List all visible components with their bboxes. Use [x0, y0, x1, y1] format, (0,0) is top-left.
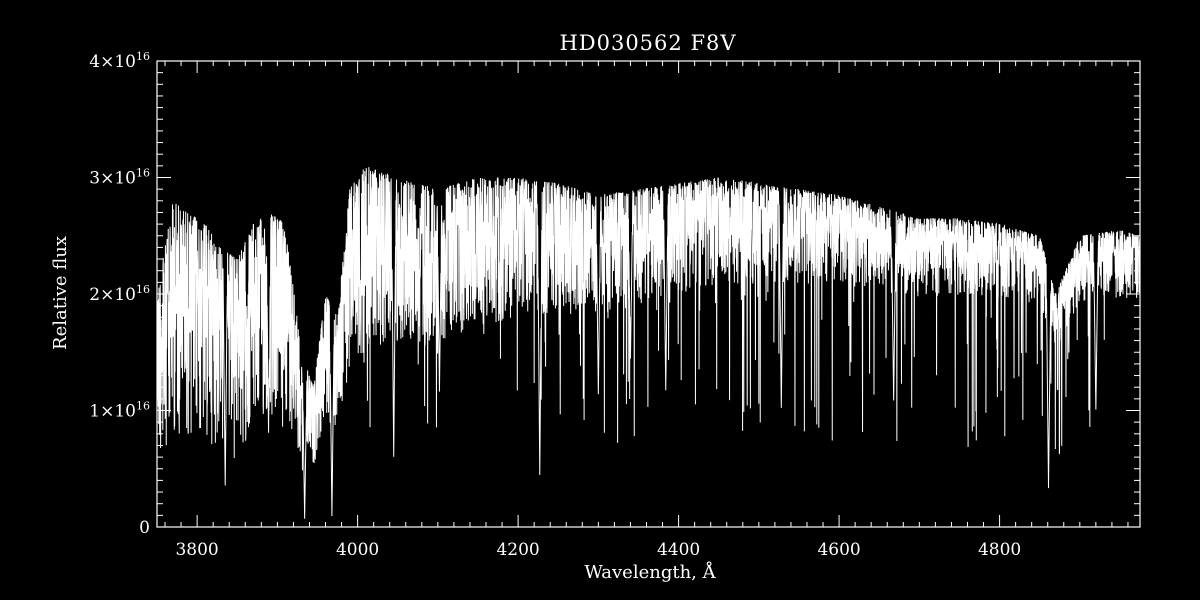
axis-ticks — [157, 60, 1140, 528]
y-tick-label: 4×1016 — [89, 50, 150, 72]
x-axis-label: Wavelength, Å — [584, 561, 716, 583]
x-tick-label: 4000 — [336, 540, 379, 560]
y-tick-label: 2×1016 — [89, 283, 150, 305]
y-axis-label: Relative flux — [50, 236, 71, 350]
x-tick-label: 3800 — [175, 540, 218, 560]
x-tick-label: 4400 — [657, 540, 700, 560]
y-tick-label: 1×1016 — [89, 400, 150, 422]
chart-title: HD030562 F8V — [559, 31, 736, 55]
plot-area — [156, 167, 1141, 519]
spectrum-line — [156, 167, 1141, 519]
x-tick-label: 4200 — [496, 540, 539, 560]
x-tick-label: 4800 — [978, 540, 1021, 560]
y-tick-label: 0 — [139, 518, 150, 538]
y-tick-labels: 0 1×1016 2×1016 3×1016 4×1016 — [89, 50, 150, 538]
x-tick-label: 4600 — [817, 540, 860, 560]
y-tick-label: 3×1016 — [89, 167, 150, 189]
x-tick-labels: 3800 4000 4200 4400 4600 4800 — [175, 540, 1021, 560]
